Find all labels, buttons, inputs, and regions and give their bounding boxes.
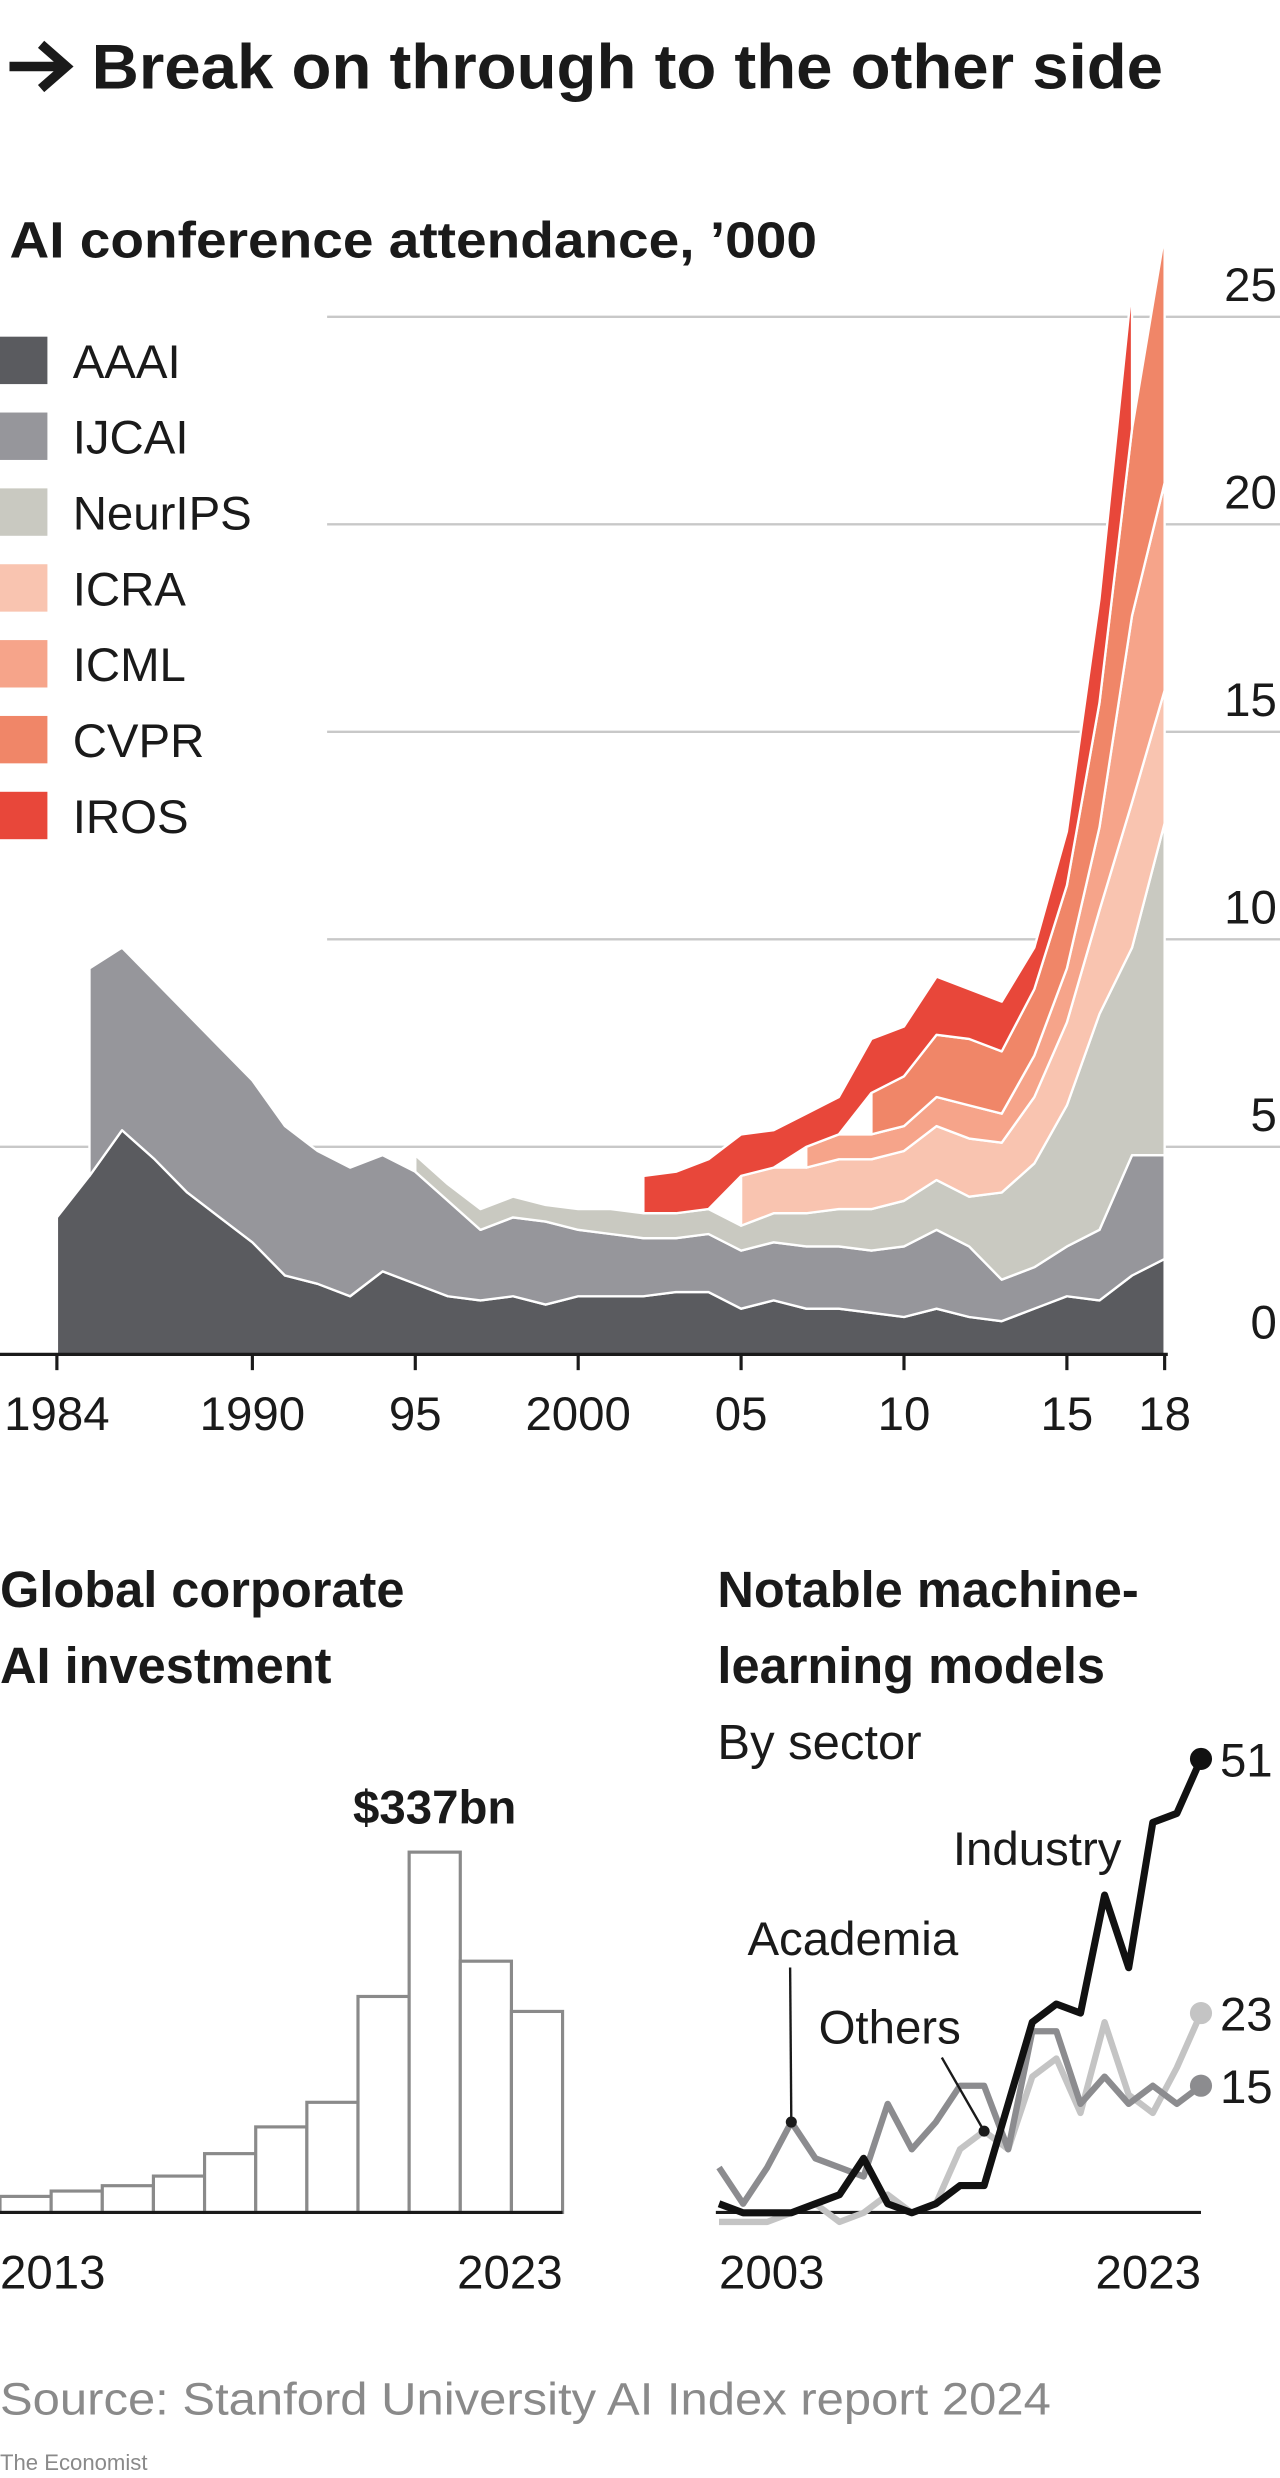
y-tick-label: 0 bbox=[1250, 1297, 1276, 1350]
x-tick-label: 2000 bbox=[525, 1388, 630, 1441]
series-label: Industry bbox=[953, 1823, 1122, 1876]
footer: The Economist bbox=[0, 2450, 147, 2475]
legend-swatch bbox=[0, 564, 48, 612]
legend-swatch bbox=[0, 412, 48, 460]
legend-label: NeurIPS bbox=[73, 487, 252, 540]
value-label: 15 bbox=[1220, 2061, 1273, 2114]
value-label: 51 bbox=[1220, 1734, 1273, 1787]
y-tick-label: 25 bbox=[1224, 259, 1277, 312]
end-dot bbox=[1189, 2002, 1213, 2025]
chart-title: Notable machine- bbox=[717, 1561, 1138, 1618]
x-tick-label: 05 bbox=[715, 1388, 768, 1441]
bar bbox=[407, 1850, 462, 2215]
y-tick-label: 10 bbox=[1224, 882, 1277, 935]
leader-line bbox=[940, 2056, 986, 2132]
x-tick-label: 1984 bbox=[4, 1388, 109, 1441]
y-tick-label: 20 bbox=[1224, 466, 1277, 519]
leader-dot bbox=[785, 2116, 797, 2128]
legend-label: ICML bbox=[73, 639, 186, 692]
arrow-icon bbox=[9, 40, 74, 93]
chart-title: AI investment bbox=[0, 1637, 332, 1694]
chart-title: Global corporate bbox=[0, 1561, 404, 1618]
x-tick-label: 2003 bbox=[719, 2246, 824, 2299]
bar bbox=[100, 2184, 156, 2215]
x-tick-label: 10 bbox=[878, 1388, 931, 1441]
chart-title: AI conference attendance, ’000 bbox=[9, 212, 817, 269]
area bbox=[642, 282, 1134, 1215]
legend-swatch bbox=[0, 336, 48, 385]
legend-swatch bbox=[0, 488, 48, 536]
bar bbox=[458, 1959, 514, 2215]
legend-label: IROS bbox=[73, 791, 189, 844]
y-tick-label: 15 bbox=[1224, 674, 1277, 727]
series-label: Academia bbox=[747, 1913, 958, 1966]
legend-swatch bbox=[0, 640, 48, 688]
bar bbox=[356, 1994, 411, 2215]
x-tick-label: 1990 bbox=[200, 1388, 305, 1441]
legend-label: ICRA bbox=[73, 563, 187, 616]
end-dot bbox=[1189, 1747, 1213, 1770]
chart-title: learning models bbox=[717, 1637, 1105, 1694]
x-tick-label: 18 bbox=[1138, 1388, 1191, 1441]
legend-label: CVPR bbox=[73, 715, 205, 768]
bar bbox=[151, 2174, 207, 2215]
x-tick-label: 15 bbox=[1041, 1388, 1094, 1441]
line bbox=[716, 2028, 1203, 2207]
line bbox=[717, 1757, 1205, 2217]
legend-swatch bbox=[0, 715, 48, 764]
legend-label: IJCAI bbox=[73, 412, 189, 465]
source: Source: Stanford University AI Index rep… bbox=[0, 2374, 1051, 2425]
end-dot bbox=[1189, 2074, 1213, 2097]
x-tick-label: 2013 bbox=[0, 2246, 105, 2299]
legend-label: AAAI bbox=[73, 336, 181, 389]
bar bbox=[0, 2194, 53, 2215]
y-tick-label: 5 bbox=[1250, 1089, 1276, 1142]
bar bbox=[509, 2009, 565, 2215]
bar bbox=[49, 2189, 104, 2215]
x-tick-label: 2023 bbox=[457, 2246, 562, 2299]
page-title: Break on through to the other side bbox=[92, 33, 1163, 103]
chart-subtitle: By sector bbox=[717, 1716, 921, 1770]
bar bbox=[254, 2125, 309, 2215]
leader-line bbox=[788, 1967, 793, 2123]
x-tick-label: 95 bbox=[389, 1388, 442, 1441]
legend-swatch bbox=[0, 791, 48, 840]
bar bbox=[305, 2100, 360, 2215]
value-label: 23 bbox=[1220, 1988, 1273, 2041]
series-label: Others bbox=[819, 2001, 961, 2054]
bar bbox=[202, 2152, 258, 2215]
leader-dot bbox=[978, 2125, 990, 2137]
value-label: $337bn bbox=[353, 1782, 516, 1835]
x-tick-label: 2023 bbox=[1096, 2246, 1201, 2299]
